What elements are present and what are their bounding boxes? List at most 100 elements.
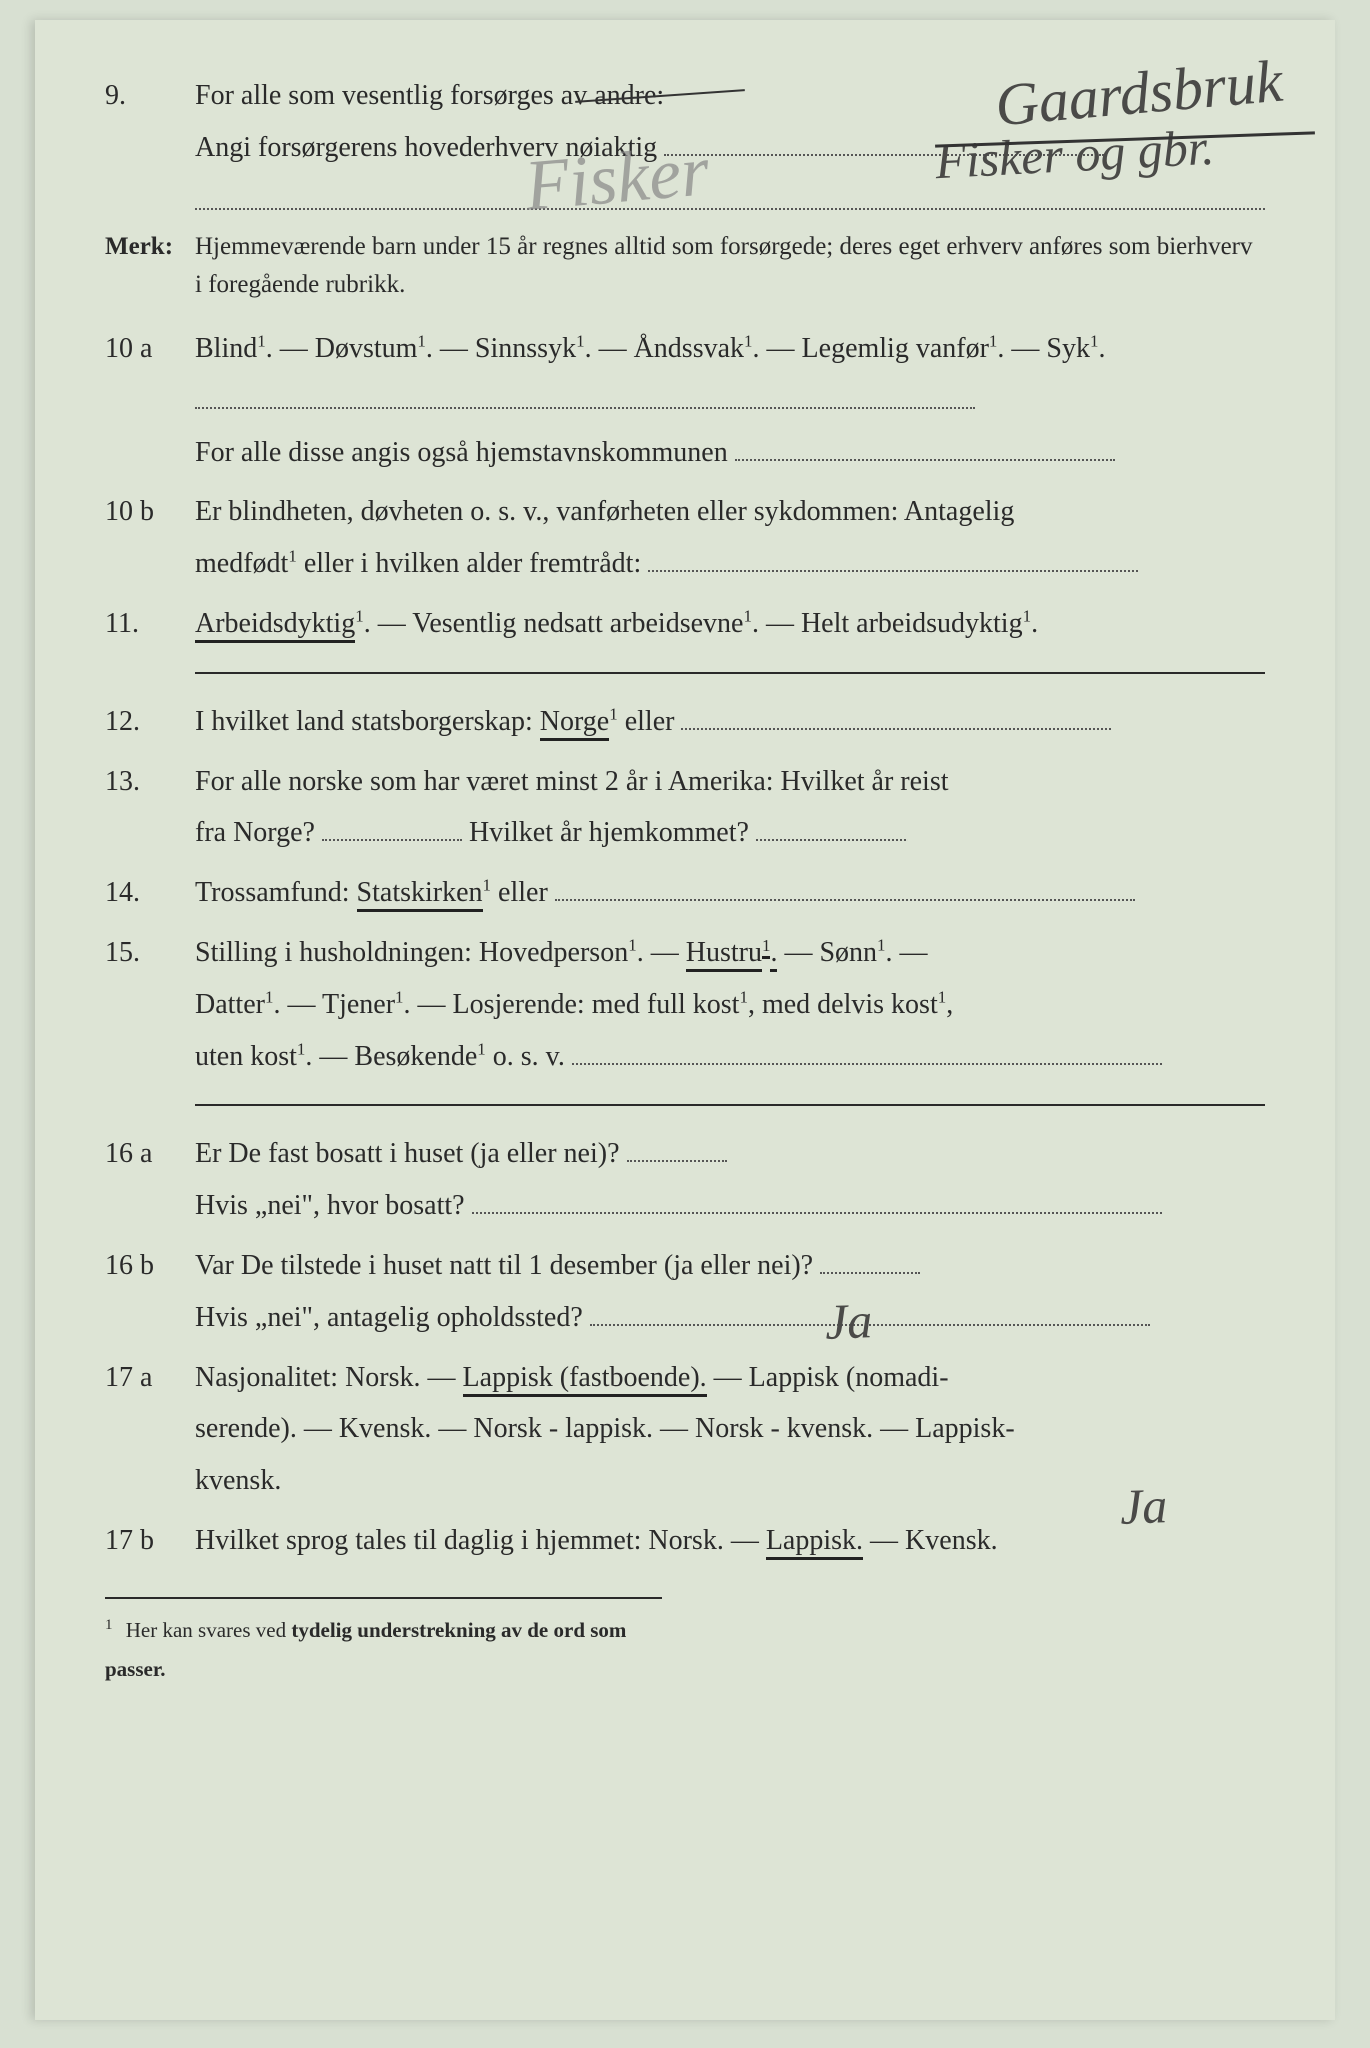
period: . (886, 937, 893, 968)
q13-fill1 (322, 839, 462, 841)
dash: — (651, 937, 686, 968)
dash: — (900, 937, 928, 968)
sup: 1 (938, 988, 947, 1007)
q10a-opt4: Åndssvak (634, 333, 744, 364)
q10a-opt5: Legemlig vanfør (802, 333, 989, 364)
q15-comma: , (946, 989, 953, 1020)
dash: — (418, 989, 453, 1020)
q11-number: 11. (105, 598, 195, 650)
q17a-content: Nasjonalitet: Norsk. — Lappisk (fastboen… (195, 1352, 1265, 1507)
sup: 1 (743, 607, 752, 626)
period: . (426, 333, 433, 364)
footnote-text-a: Her kan svares ved (126, 1618, 292, 1642)
q16b-content: Var De tilstede i huset natt til 1 desem… (195, 1240, 1265, 1344)
question-12: 12. I hvilket land statsborgerskap: Norg… (105, 696, 1265, 748)
footnote: 1 Her kan svares ved tydelig understrekn… (105, 1597, 662, 1689)
q17a-opt: Lappisk (fastboende). (463, 1362, 707, 1397)
period: . (1098, 333, 1105, 364)
dash: — (440, 333, 475, 364)
q14-number: 14. (105, 867, 195, 919)
sup: 1 (576, 332, 585, 351)
sup: 1 (609, 705, 618, 724)
q13-content: For alle norske som har været minst 2 år… (195, 756, 1265, 860)
q15-osv: o. s. v. (493, 1041, 565, 1072)
period: . (585, 333, 592, 364)
q10b-text1: Er blindheten, døvheten o. s. v., vanfør… (195, 496, 1014, 527)
q12-fill (681, 728, 1111, 730)
handwriting-16b: Ja (1118, 1459, 1168, 1553)
merk-text: Hjemmeværende barn under 15 år regnes al… (195, 228, 1265, 306)
footnote-num: 1 (105, 1617, 113, 1633)
q15-sonn: Sønn (819, 937, 877, 968)
q15-hustru: Hustru (686, 937, 762, 972)
q10a-opt2: Døvstum (315, 333, 418, 364)
sup: 1 (355, 607, 364, 626)
sup: 1 (395, 988, 404, 1007)
q17b-number: 17 b (105, 1515, 195, 1567)
q15-besok: Besøkende (354, 1041, 477, 1072)
q17b-text2: — Kvensk. (870, 1525, 998, 1556)
q13-text2: fra Norge? (195, 817, 315, 848)
q11-opt2: Vesentlig nedsatt arbeidsevne (412, 608, 743, 639)
q14-text: Trossamfund: (195, 877, 357, 908)
q12-norge: Norge (540, 706, 609, 741)
dash: — (766, 608, 801, 639)
dash: — (599, 333, 634, 364)
q16a-line2: Hvis „nei", hvor bosatt? (195, 1190, 465, 1221)
period: . (770, 937, 777, 972)
q15-fill (572, 1063, 1162, 1065)
handwriting-line9: Fisker og gbr. (933, 101, 1217, 208)
question-15: 15. Stilling i husholdningen: Hovedperso… (105, 927, 1265, 1082)
q16a-content: Er De fast bosatt i huset (ja eller nei)… (195, 1128, 1265, 1232)
handwriting-16a: Ja (823, 1274, 873, 1368)
question-16b: 16 b Var De tilstede i huset natt til 1 … (105, 1240, 1265, 1344)
sup: 1 (628, 936, 637, 955)
dash: — (1011, 333, 1046, 364)
period: . (1031, 608, 1038, 639)
sup: 1 (417, 332, 426, 351)
dash: — (280, 333, 315, 364)
sup: 1 (877, 936, 886, 955)
q15-datter: Datter (195, 989, 265, 1020)
q11-opt1: Arbeidsdyktig (195, 608, 355, 643)
sup: 1 (477, 1039, 486, 1058)
q11-opt3: Helt arbeidsudyktig (801, 608, 1023, 639)
period: . (273, 989, 280, 1020)
q11-content: Arbeidsdyktig1. — Vesentlig nedsatt arbe… (195, 598, 1265, 650)
period: . (364, 608, 371, 639)
question-17b: 17 b Hvilket sprog tales til daglig i hj… (105, 1515, 1265, 1567)
q17a-number: 17 a (105, 1352, 195, 1507)
q16b-line2: Hvis „nei", antagelig opholdssted? (195, 1302, 583, 1333)
handwriting-struck: Fisker (520, 104, 715, 253)
q14-fill (555, 899, 1135, 901)
q15-losj: Losjerende: med full kost (453, 989, 740, 1020)
q15-tjener: Tjener (322, 989, 395, 1020)
divider-2 (195, 1104, 1265, 1106)
q10a-opt1: Blind (195, 333, 257, 364)
question-13: 13. For alle norske som har været minst … (105, 756, 1265, 860)
sup: 1 (744, 332, 753, 351)
dash: — (784, 937, 819, 968)
sup: 1 (257, 332, 266, 351)
q12-text: I hvilket land statsborgerskap: (195, 706, 540, 737)
question-10b: 10 b Er blindheten, døvheten o. s. v., v… (105, 486, 1265, 590)
q10b-fill (648, 570, 1138, 572)
q9-line1: For alle som vesentlig forsørges av andr… (195, 80, 664, 111)
q13-text3: Hvilket år hjemkommet? (469, 817, 749, 848)
q17b-text1: Hvilket sprog tales til daglig i hjemmet… (195, 1525, 766, 1556)
question-11: 11. Arbeidsdyktig1. — Vesentlig nedsatt … (105, 598, 1265, 650)
q9-number: 9. (105, 70, 195, 174)
q17b-opt: Lappisk. (766, 1525, 863, 1560)
question-16a: 16 a Er De fast bosatt i huset (ja eller… (105, 1128, 1265, 1232)
period: . (266, 333, 273, 364)
q12-number: 12. (105, 696, 195, 748)
q16b-number: 16 b (105, 1240, 195, 1344)
q13-fill2 (756, 839, 906, 841)
census-form-page: Gaardsbruk Fisker og gbr. Fisker Ja Ja 9… (35, 20, 1335, 2020)
period: . (753, 333, 760, 364)
q15-content: Stilling i husholdningen: Hovedperson1. … (195, 927, 1265, 1082)
q16a-number: 16 a (105, 1128, 195, 1232)
period: . (305, 1041, 312, 1072)
q13-number: 13. (105, 756, 195, 860)
period: . (997, 333, 1004, 364)
